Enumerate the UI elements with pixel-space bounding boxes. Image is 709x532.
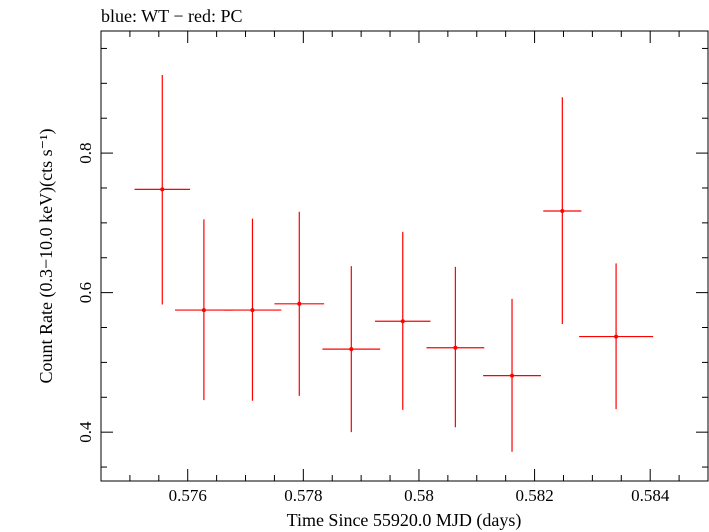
pc-series: [134, 74, 654, 452]
x-tick-label-0: 0.576: [169, 486, 207, 505]
data-marker: [560, 209, 565, 213]
x-axis-label: Time Since 55920.0 MJD (days): [287, 510, 522, 531]
data-point-9: [579, 263, 654, 410]
data-point-2: [223, 218, 282, 401]
y-axis-ticks: 0.4 0.6 0.8: [76, 47, 708, 468]
data-marker: [201, 308, 206, 313]
y-tick-label-2: 0.8: [76, 142, 95, 163]
y-tick-label-0: 0.4: [76, 421, 95, 443]
y-tick-label-1: 0.6: [76, 282, 95, 303]
data-marker: [297, 301, 302, 306]
data-point-4: [322, 266, 381, 433]
x-tick-label-4: 0.584: [631, 486, 670, 505]
data-point-5: [375, 231, 431, 410]
data-point-0: [134, 74, 191, 305]
data-point-6: [426, 266, 485, 428]
data-point-3: [274, 211, 325, 396]
data-marker: [250, 308, 255, 313]
plot-frame: [100, 30, 709, 482]
data-marker: [614, 334, 619, 339]
x-tick-label-1: 0.578: [284, 486, 322, 505]
chart-title: blue: WT − red: PC: [101, 6, 242, 26]
x-tick-label-3: 0.582: [515, 486, 553, 505]
y-axis-label: Count Rate (0.3−10.0 keV)(cts s⁻¹): [36, 128, 57, 383]
data-point-8: [543, 97, 582, 325]
data-marker: [453, 345, 458, 350]
x-tick-label-2: 0.58: [404, 486, 434, 505]
data-marker: [160, 187, 165, 192]
x-axis-ticks: 0.576 0.578 0.58 0.582 0.584: [129, 31, 709, 505]
data-marker: [400, 319, 405, 324]
data-point-1: [174, 219, 233, 401]
data-marker: [510, 373, 515, 378]
data-point-7: [483, 298, 541, 452]
data-marker: [349, 347, 354, 352]
